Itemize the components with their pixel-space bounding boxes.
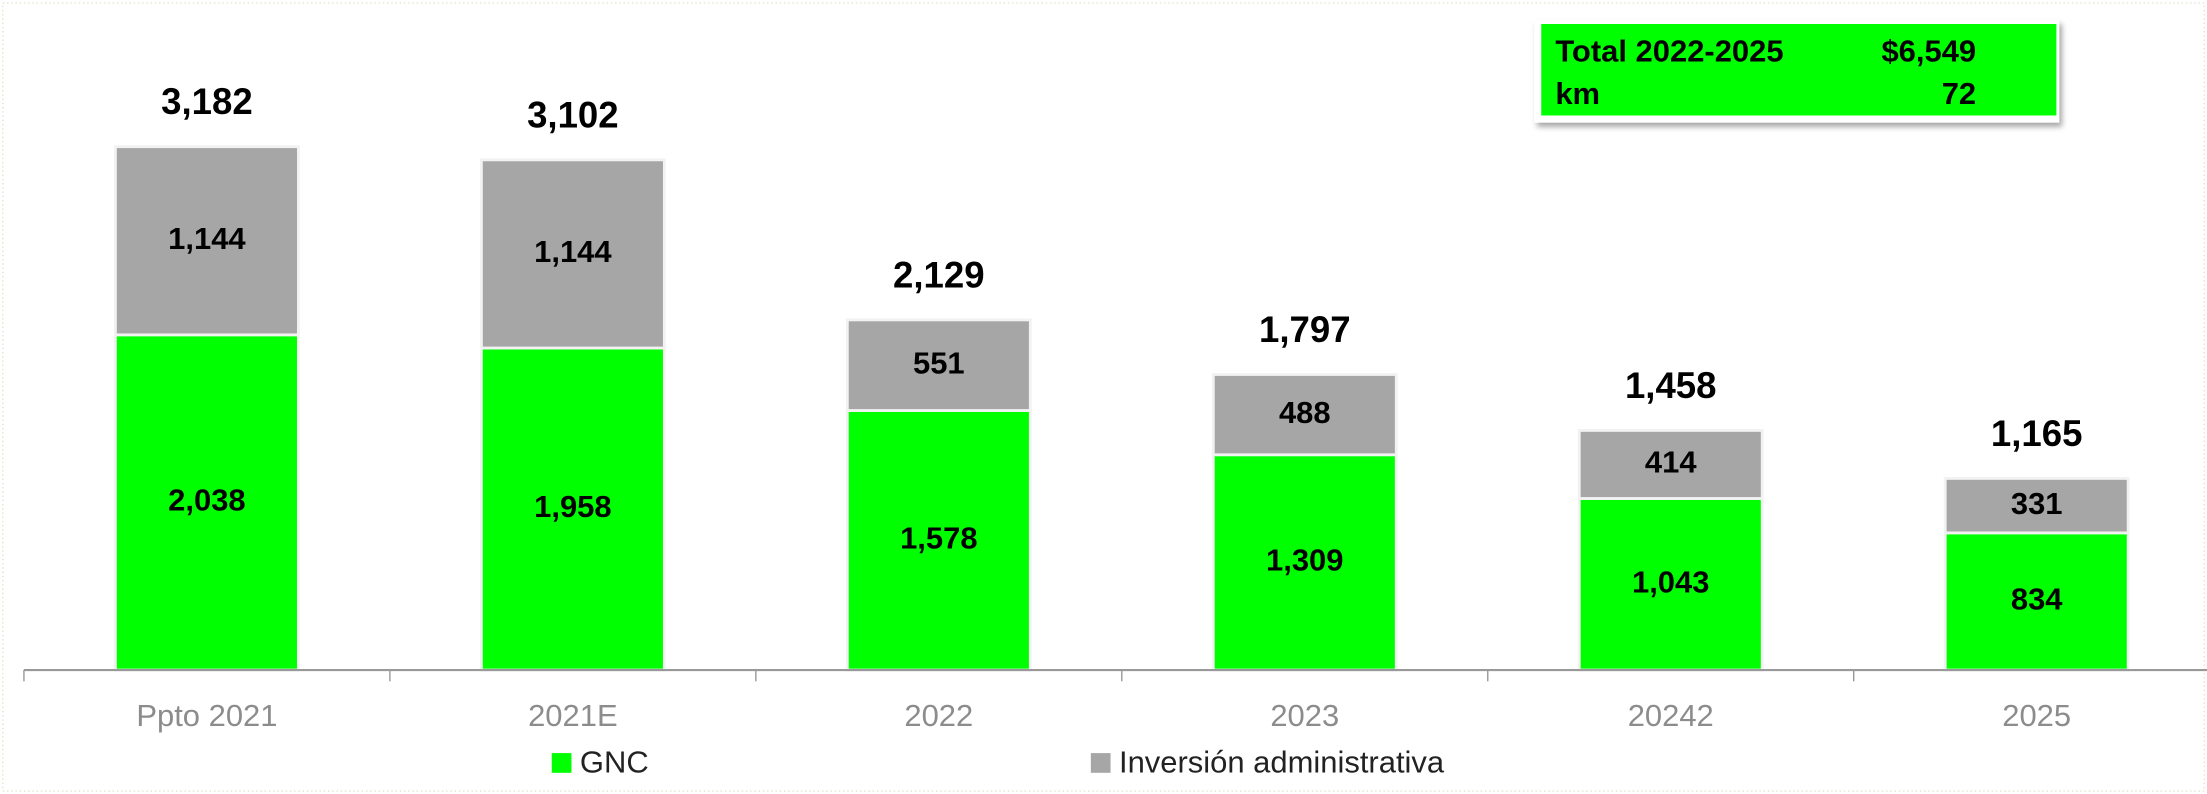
bar-segment: [479, 158, 666, 350]
x-tick-label: 2025: [2002, 698, 2071, 733]
bar-segment: [1943, 531, 2130, 672]
annotation-fill: [1541, 24, 2057, 116]
segment-label: 331: [2011, 486, 2063, 521]
total-label: 1,165: [1991, 413, 2083, 454]
segment-label: 488: [1279, 395, 1331, 430]
bar-segment: [114, 145, 300, 337]
total-label: 3,182: [161, 81, 253, 122]
segment-label: 1,144: [534, 234, 612, 269]
annotation-value: $6,549: [1881, 34, 1976, 69]
x-tick-label: 20242: [1628, 698, 1714, 733]
segment-label: 414: [1645, 445, 1697, 480]
total-label: 2,129: [893, 254, 985, 295]
segment-label: 1,309: [1266, 543, 1343, 578]
bar-segment: [1943, 477, 2130, 535]
segment-label: 1,578: [900, 520, 977, 555]
segment-label: 2,038: [168, 483, 245, 518]
legend-label: Inversión administrativa: [1119, 745, 1445, 780]
segment-label: 1,144: [168, 221, 246, 256]
total-label: 1,797: [1259, 309, 1351, 350]
x-tick-label: Ppto 2021: [136, 698, 277, 733]
annotation-label: Total 2022-2025: [1555, 34, 1783, 69]
total-label: 3,102: [527, 94, 619, 135]
segment-label: 834: [2011, 582, 2063, 617]
legend-swatch: [1090, 753, 1111, 773]
segment-label: 1,043: [1632, 564, 1709, 599]
annotation-value: 72: [1942, 76, 1976, 111]
x-tick-label: 2023: [1270, 698, 1339, 733]
bar-segment: [845, 318, 1032, 412]
bar-segment: [845, 409, 1032, 672]
bar-segment: [1211, 373, 1398, 457]
bar-segment: [114, 333, 300, 672]
segment-label: 1,958: [534, 489, 611, 524]
x-tick-label: 2021E: [528, 698, 618, 733]
total-label: 1,458: [1625, 365, 1717, 406]
segment-label: 551: [913, 345, 965, 380]
legend-swatch: [551, 753, 572, 773]
x-tick-label: 2022: [904, 698, 973, 733]
legend-label: GNC: [580, 745, 649, 780]
bar-segment: [1577, 429, 1764, 500]
annotation-label: km: [1555, 76, 1600, 111]
